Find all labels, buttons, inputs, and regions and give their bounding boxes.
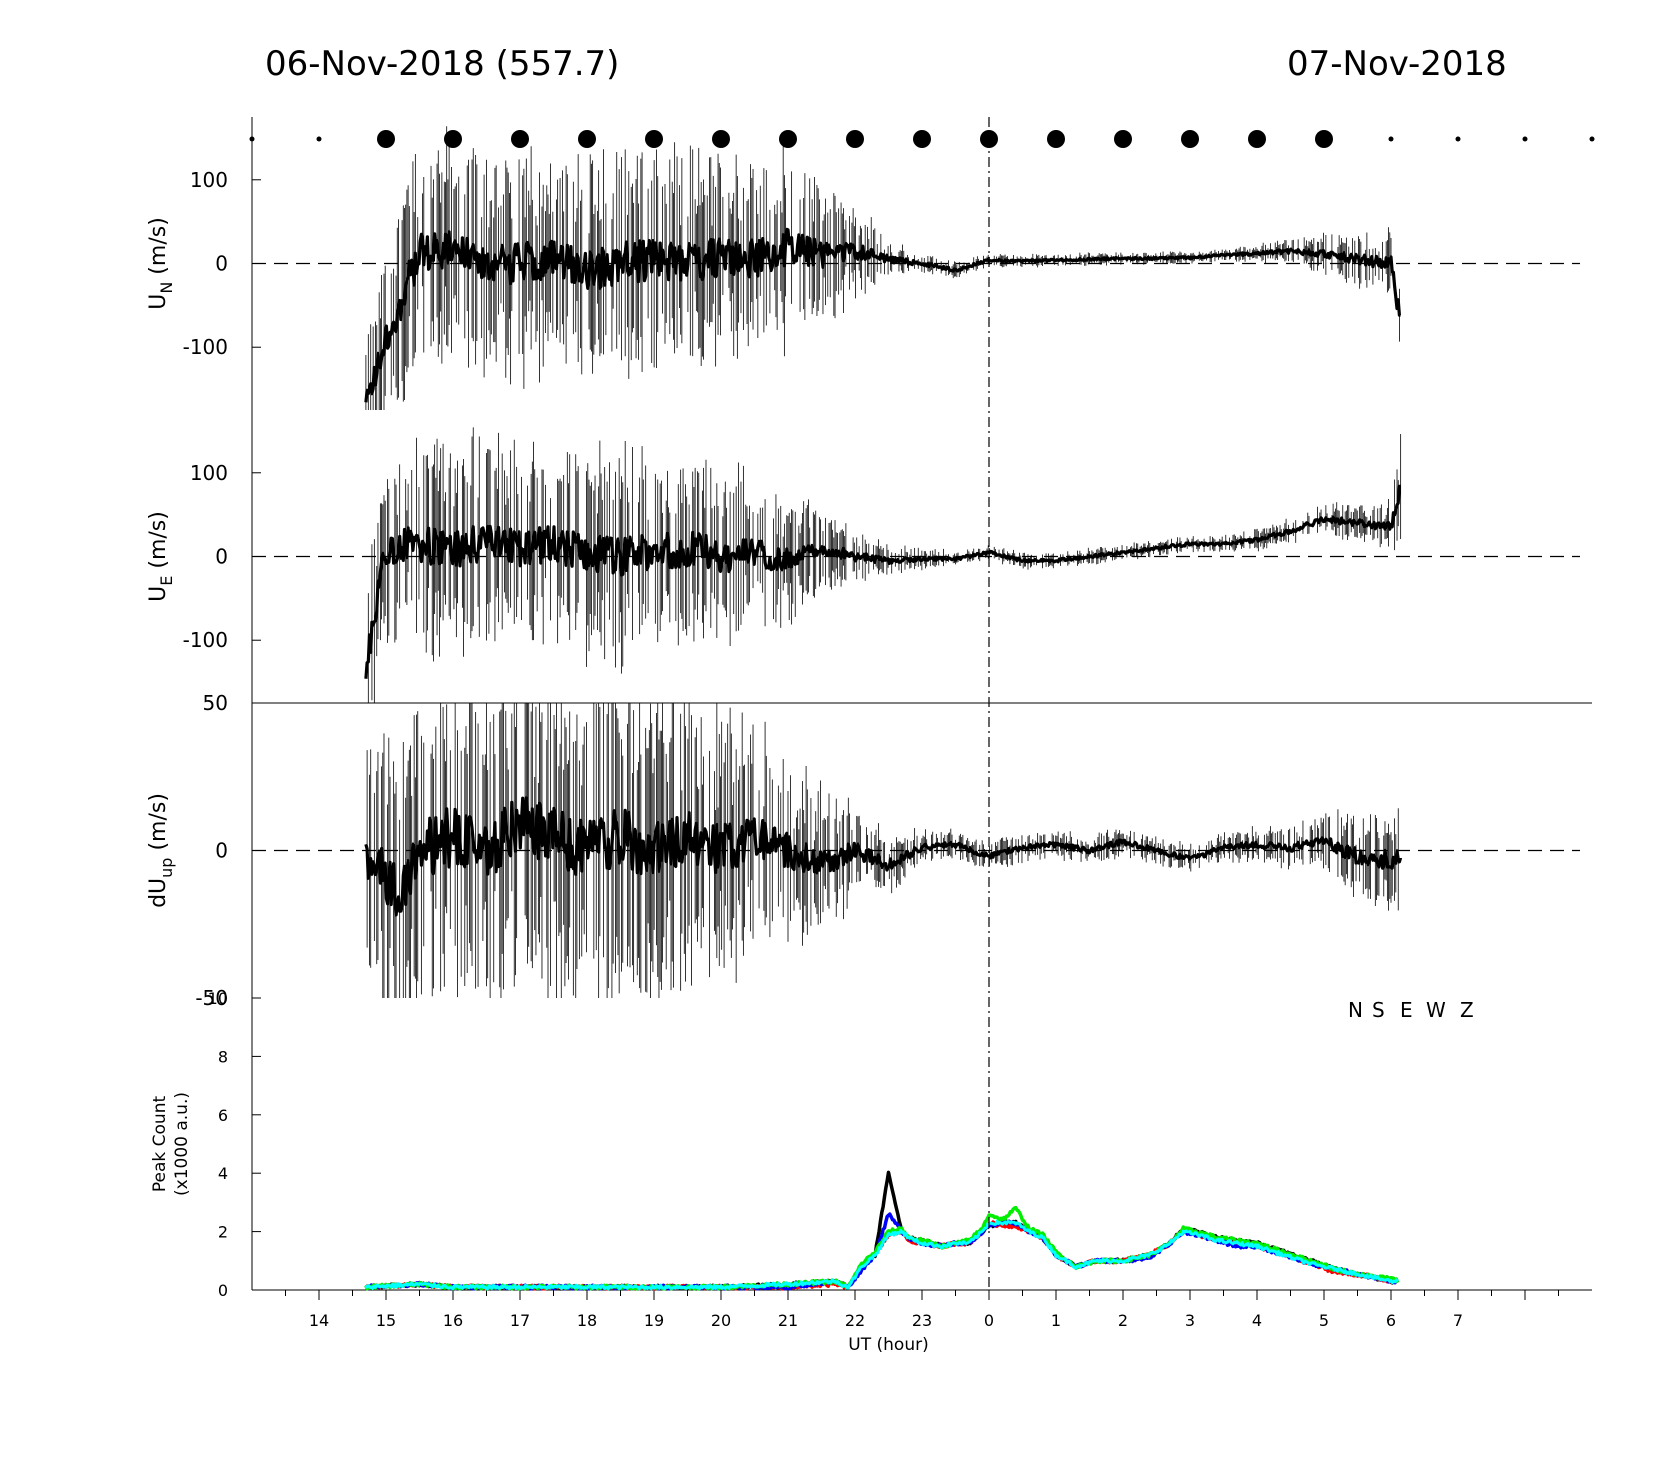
y-tick-label: 10 xyxy=(208,989,228,1008)
x-tick-label: 15 xyxy=(376,1311,396,1330)
y-tick-label: -50 xyxy=(195,986,228,1010)
legend-entry-s: S xyxy=(1372,998,1385,1022)
x-axis-label: UT (hour) xyxy=(848,1335,928,1355)
y-tick-label: 100 xyxy=(190,168,228,192)
x-tick-label: 22 xyxy=(845,1311,865,1330)
x-tick-label: 0 xyxy=(984,1311,994,1330)
hour-marker xyxy=(1589,136,1595,142)
x-tick-label: 21 xyxy=(778,1311,798,1330)
hour-marker xyxy=(1114,130,1132,148)
y-axis-label: UE (m/s) xyxy=(146,511,176,602)
legend-entry-n: N xyxy=(1348,998,1363,1022)
x-tick-label: 18 xyxy=(577,1311,597,1330)
y-tick-label: 50 xyxy=(203,691,228,715)
hour-marker xyxy=(1388,136,1394,142)
y-tick-label: 8 xyxy=(218,1047,228,1066)
x-tick-label: 4 xyxy=(1252,1311,1262,1330)
x-tick-label: 1 xyxy=(1051,1311,1061,1330)
legend-entry-w: W xyxy=(1426,998,1446,1022)
y-tick-label: -100 xyxy=(183,335,228,359)
x-tick-label: 20 xyxy=(711,1311,731,1330)
hour-marker xyxy=(779,130,797,148)
x-tick-label: 16 xyxy=(443,1311,463,1330)
hour-marker xyxy=(1522,136,1528,142)
left-date-title: 06-Nov-2018 (557.7) xyxy=(265,44,620,84)
hour-marker xyxy=(249,136,255,142)
y-axis-label: Peak Count xyxy=(150,1096,170,1193)
series-line-e xyxy=(365,1212,1399,1291)
x-tick-label: 5 xyxy=(1319,1311,1329,1330)
y-tick-label: 0 xyxy=(215,252,228,276)
x-tick-label: 2 xyxy=(1118,1311,1128,1330)
panel-un: 100 0 -100 UN (m/s) xyxy=(146,117,1595,410)
panel-dup: 50 0 -50 dUup (m/s) xyxy=(146,691,1592,1010)
y-tick-label: 0 xyxy=(218,1281,228,1300)
hour-marker xyxy=(511,130,529,148)
hour-marker xyxy=(913,130,931,148)
right-date-title: 07-Nov-2018 xyxy=(1287,44,1507,84)
hour-marker xyxy=(377,130,395,148)
legend-entry-z: Z xyxy=(1460,998,1474,1022)
hour-marker xyxy=(1047,130,1065,148)
y-axis-label-unit: (x1000 a.u.) xyxy=(172,1092,192,1196)
hour-marker xyxy=(1181,130,1199,148)
panel-ue: 100 0 -100 UE (m/s) xyxy=(146,410,1580,703)
y-tick-label: 100 xyxy=(190,461,228,485)
y-tick-label: 6 xyxy=(218,1106,228,1125)
hour-marker xyxy=(712,130,730,148)
series-line-z xyxy=(364,1219,1399,1291)
x-tick-label: 14 xyxy=(309,1311,329,1330)
error-bars xyxy=(367,427,1402,703)
y-axis-label: UN (m/s) xyxy=(146,217,176,310)
x-tick-label: 23 xyxy=(912,1311,932,1330)
y-tick-label: 0 xyxy=(215,839,228,863)
x-tick-label: 19 xyxy=(644,1311,664,1330)
legend-entry-e: E xyxy=(1400,998,1413,1022)
hour-marker xyxy=(578,130,596,148)
hour-marker xyxy=(645,130,663,148)
x-tick-label: 6 xyxy=(1386,1311,1396,1330)
y-tick-label: 0 xyxy=(215,545,228,569)
hour-marker xyxy=(1455,136,1461,142)
hour-marker xyxy=(316,136,322,142)
y-tick-label: -100 xyxy=(183,628,228,652)
x-tick-label: 17 xyxy=(510,1311,530,1330)
hour-marker xyxy=(444,130,462,148)
y-axis-label: dUup (m/s) xyxy=(146,793,176,908)
hour-marker xyxy=(1248,130,1266,148)
x-tick-label: 3 xyxy=(1185,1311,1195,1330)
y-tick-label: 4 xyxy=(218,1164,228,1183)
x-tick-label: 7 xyxy=(1453,1311,1463,1330)
hour-marker xyxy=(846,130,864,148)
series-line xyxy=(364,484,1401,679)
y-tick-label: 2 xyxy=(218,1223,228,1242)
series-line xyxy=(364,227,1401,403)
series-line xyxy=(364,796,1403,917)
hour-marker xyxy=(1315,130,1333,148)
